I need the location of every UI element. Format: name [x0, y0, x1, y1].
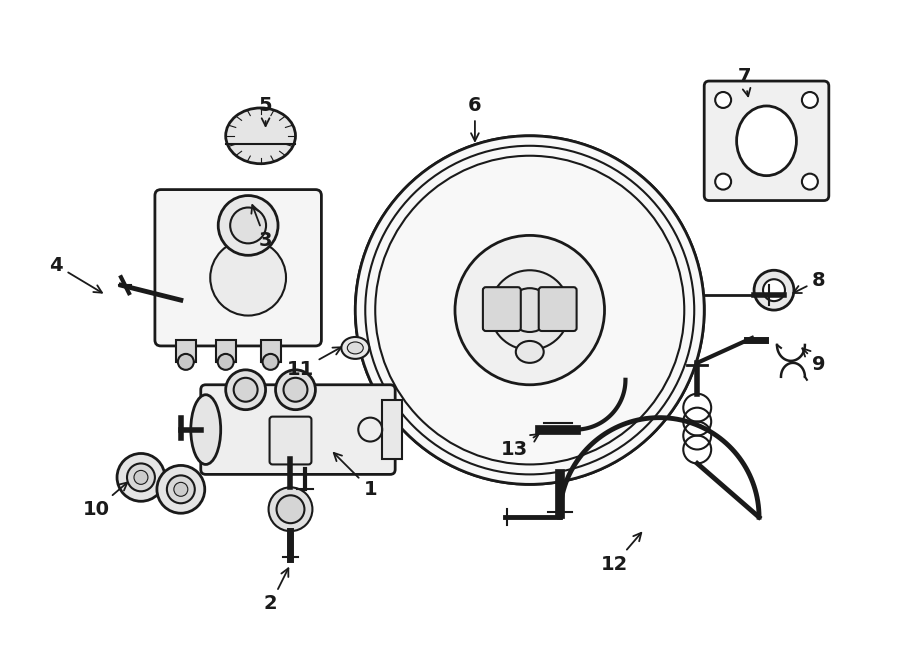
- Text: 10: 10: [83, 483, 127, 519]
- Bar: [176, 340, 196, 362]
- Text: 3: 3: [251, 205, 273, 250]
- Text: 6: 6: [468, 97, 482, 141]
- Circle shape: [157, 465, 205, 513]
- Text: 5: 5: [259, 97, 273, 126]
- Circle shape: [211, 240, 286, 315]
- Text: 13: 13: [501, 434, 539, 459]
- FancyBboxPatch shape: [704, 81, 829, 200]
- Circle shape: [508, 288, 552, 332]
- Text: 9: 9: [802, 348, 825, 374]
- Circle shape: [754, 270, 794, 310]
- Circle shape: [226, 370, 266, 410]
- Circle shape: [356, 136, 704, 485]
- Circle shape: [234, 378, 257, 402]
- Circle shape: [276, 495, 304, 524]
- FancyBboxPatch shape: [155, 190, 321, 346]
- FancyBboxPatch shape: [270, 416, 311, 465]
- Circle shape: [230, 208, 266, 243]
- Text: 8: 8: [793, 271, 825, 293]
- Text: 11: 11: [287, 347, 341, 379]
- Bar: [261, 340, 281, 362]
- Circle shape: [275, 370, 315, 410]
- Circle shape: [802, 92, 818, 108]
- Circle shape: [716, 92, 731, 108]
- FancyBboxPatch shape: [201, 385, 395, 475]
- Circle shape: [218, 196, 278, 255]
- Text: 12: 12: [601, 533, 642, 574]
- Text: 1: 1: [334, 453, 377, 499]
- FancyBboxPatch shape: [539, 287, 577, 331]
- Circle shape: [802, 174, 818, 190]
- Ellipse shape: [347, 342, 364, 354]
- Circle shape: [178, 354, 194, 370]
- FancyBboxPatch shape: [483, 287, 521, 331]
- Text: 2: 2: [264, 568, 288, 613]
- Circle shape: [174, 483, 188, 496]
- Ellipse shape: [226, 108, 295, 164]
- Circle shape: [268, 487, 312, 531]
- Text: 4: 4: [50, 256, 102, 293]
- Circle shape: [134, 471, 148, 485]
- Circle shape: [166, 475, 194, 503]
- Circle shape: [117, 453, 165, 501]
- Ellipse shape: [516, 341, 544, 363]
- Circle shape: [455, 235, 605, 385]
- Circle shape: [284, 378, 308, 402]
- Circle shape: [763, 279, 785, 301]
- Bar: [216, 340, 236, 362]
- Circle shape: [716, 174, 731, 190]
- Circle shape: [490, 270, 570, 350]
- Text: 7: 7: [737, 67, 751, 97]
- Circle shape: [127, 463, 155, 491]
- Circle shape: [218, 354, 234, 370]
- Circle shape: [263, 354, 278, 370]
- Ellipse shape: [191, 395, 220, 465]
- Ellipse shape: [341, 337, 369, 359]
- Bar: [382, 400, 402, 459]
- Ellipse shape: [736, 106, 796, 176]
